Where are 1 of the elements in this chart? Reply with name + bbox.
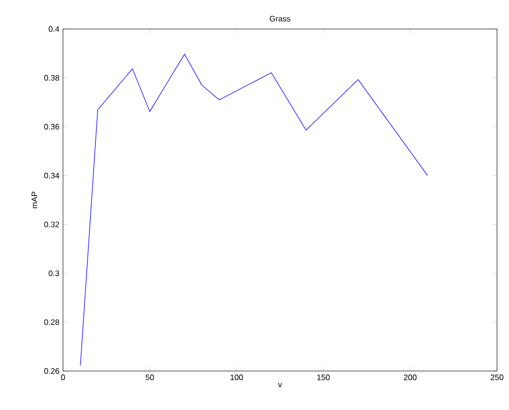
line-series (80, 54, 428, 366)
